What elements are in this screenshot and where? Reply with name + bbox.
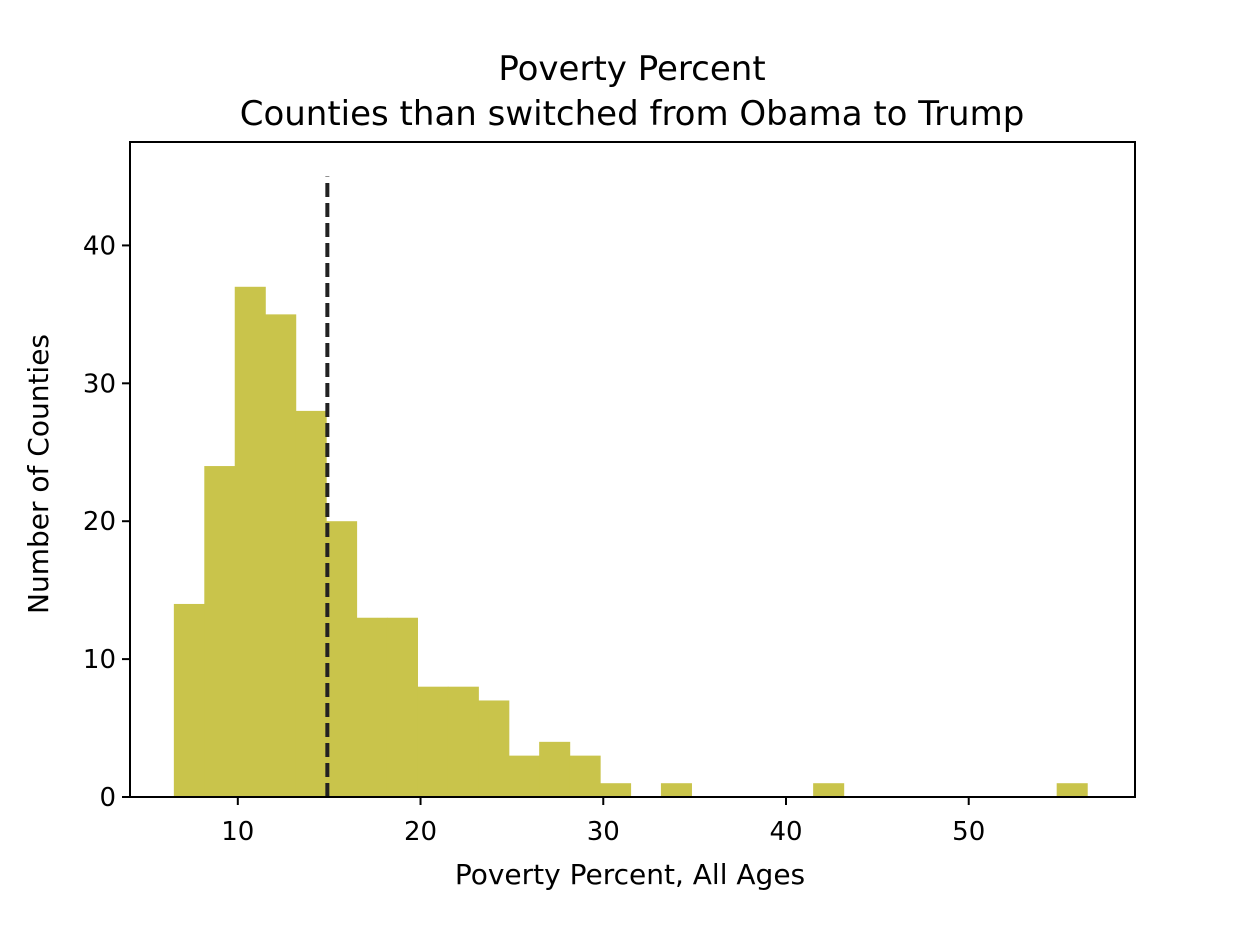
y-axis-ticks: 0 10 20 30 40: [83, 231, 130, 813]
y-axis-label: Number of Counties: [22, 334, 55, 614]
histogram-bar: [204, 466, 236, 797]
histogram-bar: [326, 521, 358, 797]
x-tick-label: 20: [404, 817, 437, 847]
histogram-bar: [569, 755, 601, 797]
histogram-bar: [417, 686, 449, 797]
plot-frame: [129, 141, 1136, 798]
histogram-bar: [386, 617, 418, 797]
y-tick-label: 20: [83, 507, 116, 537]
histogram-bar: [478, 700, 510, 797]
x-axis-label: Poverty Percent, All Ages: [455, 858, 805, 891]
y-tick-label: 10: [83, 645, 116, 675]
y-tick-label: 0: [99, 783, 116, 813]
histogram-bar: [1056, 783, 1088, 797]
y-tick-label: 30: [83, 369, 116, 399]
x-tick-label: 50: [952, 817, 985, 847]
histogram-bars: [173, 286, 1088, 797]
x-axis-ticks: 10 20 30 40 50: [221, 797, 985, 847]
histogram-bar: [447, 686, 479, 797]
x-tick-label: 10: [221, 817, 254, 847]
histogram-bar: [539, 741, 571, 797]
histogram-bar: [356, 617, 388, 797]
histogram-bar: [660, 783, 692, 797]
chart-title: Poverty Percent: [498, 49, 765, 89]
histogram-bar: [508, 755, 540, 797]
histogram-bar: [265, 314, 297, 797]
histogram-bar: [813, 783, 845, 797]
chart-subtitle: Counties than switched from Obama to Tru…: [240, 94, 1025, 134]
x-tick-label: 40: [769, 817, 802, 847]
histogram-bar: [295, 410, 327, 797]
x-tick-label: 30: [587, 817, 620, 847]
histogram-bar: [600, 783, 632, 797]
histogram-bar: [234, 286, 266, 797]
histogram-bar: [173, 603, 205, 797]
y-tick-label: 40: [83, 231, 116, 261]
